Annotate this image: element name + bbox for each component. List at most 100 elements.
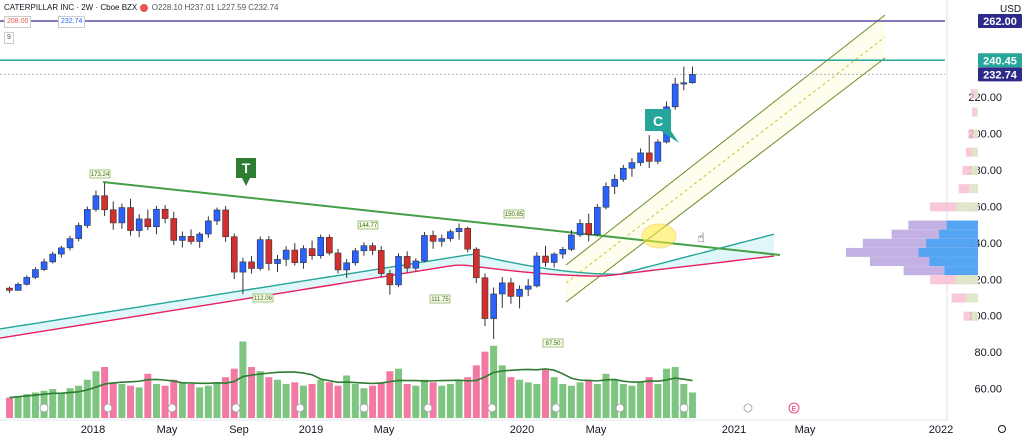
candle-body [213,209,221,222]
volume-bar [23,394,31,418]
volume-bar [230,368,238,418]
x-tick-label: 2020 [510,424,534,436]
volume-profile-value-area [918,247,978,257]
volume-bar [541,368,549,418]
volume-profile-value-area [966,293,978,303]
volume-bar [187,384,195,418]
volume-bar [680,384,688,418]
volume-bar [438,385,446,418]
volume-profile-bar [930,275,978,285]
volume-profile-value-area [969,184,978,194]
candle-body [412,260,420,269]
candle-body [611,179,618,187]
event-marker-icon [359,403,369,413]
x-tick-label: May [157,424,178,436]
volume-bar [343,375,351,418]
volume-profile-bar [958,184,978,194]
candle-body [377,250,385,274]
volume-bar [585,379,593,418]
candle-body [101,195,108,211]
volume-bar [395,368,403,418]
candle-body [498,282,506,295]
highlight-circle [641,223,677,249]
candle-body [481,277,489,319]
candle-body [421,235,428,262]
candle-body [127,207,134,231]
interval[interactable]: 2W [81,3,94,12]
ma-fast-line [0,233,775,330]
event-marker-icon [487,403,497,413]
volume-bar [196,387,204,418]
indicator-value[interactable]: 9 [4,32,14,44]
candle-body [248,261,255,269]
candle-body [680,82,688,85]
volume-bar [178,382,186,418]
candle-body [334,252,342,271]
x-tick-label: 2022 [929,424,953,436]
candle-body [179,236,186,241]
volume-profile-bar [903,266,978,276]
volume-profile-bar [891,229,978,239]
volume-bar [170,379,178,418]
x-tick-label: May [795,424,816,436]
candle-body [576,223,584,236]
price-annotation-box [252,293,274,303]
y-tick-label: 80.00 [974,347,1002,359]
volume-bar [83,379,91,418]
volume-bar [360,388,368,418]
price-axis-tag [978,14,1022,28]
y-tick-label: 60.00 [974,384,1002,396]
event-marker-icon [231,403,241,413]
candle-body [92,195,100,210]
candle-body [23,277,31,285]
candle-body [654,141,662,162]
volume-bar [420,379,428,418]
x-tick-label: 2021 [722,424,746,436]
candle-body [386,273,394,286]
candle-body [628,162,636,169]
volume-bar [291,382,299,418]
volume-profile-bar [970,89,978,99]
candle-body [550,253,558,263]
candle-body [75,225,82,239]
candle-body [109,209,117,224]
price-annotation-box [357,220,379,230]
candle-body [671,83,679,108]
volume-profile-bar [862,238,978,248]
volume-bar [637,382,645,418]
volume-bar [559,384,567,418]
channel-mid-line [565,36,886,284]
candle-body [239,261,247,273]
volume-bar [248,367,256,418]
bid-price[interactable]: 208.00 [4,16,32,28]
event-marker-icon [295,403,305,413]
volume-profile-value-area [973,129,978,139]
settings-icon [998,425,1006,433]
volume-ma-line [9,368,693,399]
volume-bar [516,379,524,418]
volume-bar [619,384,627,418]
price-axis-tag [978,53,1022,68]
candle-body [602,186,610,208]
price-axis-tag-label: 240.45 [983,55,1017,67]
candle-body [66,238,74,249]
volume-bar [611,379,619,418]
price-annotation-label: 111.75 [431,297,449,303]
volume-bar [222,377,230,418]
volume-profile-value-area [970,165,978,175]
volume-profile-bar [968,129,978,139]
candle-body [49,253,57,263]
volume-bar [550,377,558,418]
t-marker [236,158,256,186]
candle-body [291,249,299,263]
exchange: Cboe BZX [100,3,138,12]
volume-bar [31,392,39,418]
candle-body [464,228,471,250]
volume-bar [455,380,463,418]
volume-bar [273,379,281,418]
candle-body [369,245,376,251]
volume-bar [351,384,359,418]
ask-price[interactable]: 232.74 [58,16,86,28]
